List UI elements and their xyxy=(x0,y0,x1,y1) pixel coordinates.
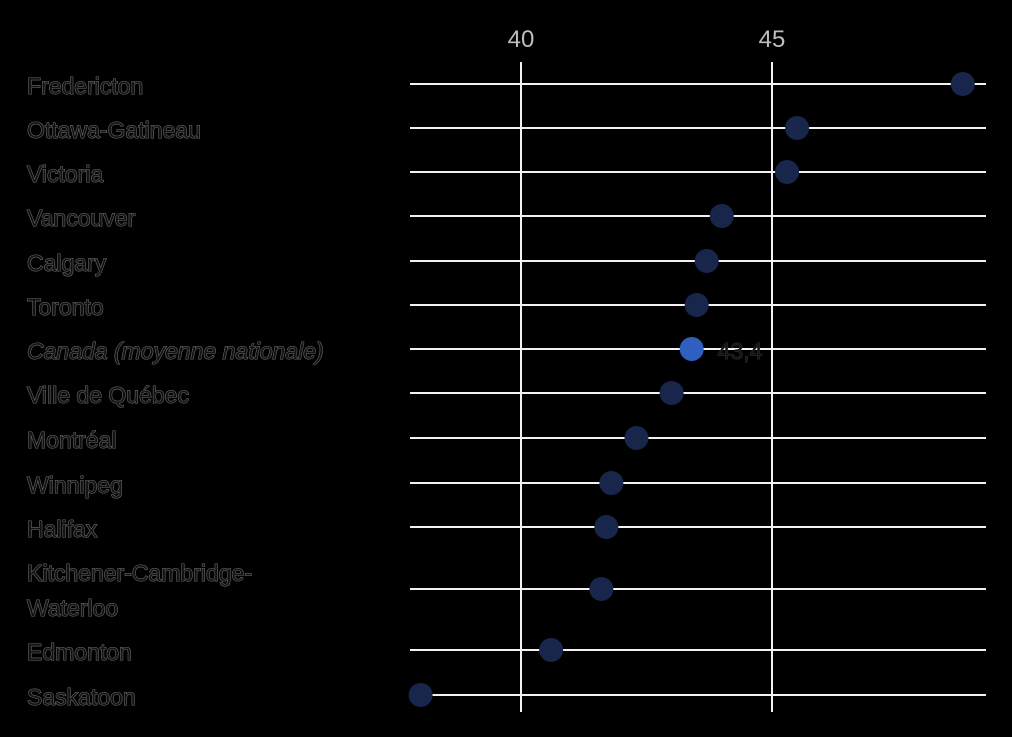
x-tick-label-40: 40 xyxy=(508,26,535,53)
category-label: Ottawa-Gatineau xyxy=(27,117,201,143)
data-point xyxy=(624,426,649,450)
category-label: Vancouver xyxy=(27,205,136,231)
category-label: Calgary xyxy=(27,250,107,276)
category-labels: Fredericton Ottawa-Gatineau Victoria Vancou… xyxy=(26,72,324,710)
data-point xyxy=(785,116,810,140)
data-label: 43,4 xyxy=(718,338,763,364)
category-label-continued: Waterloo xyxy=(27,595,118,621)
data-point xyxy=(599,471,624,495)
data-point xyxy=(709,204,734,228)
x-tick-label-45: 45 xyxy=(759,26,786,53)
data-point-highlight xyxy=(679,337,704,361)
category-label: Ville de Québec xyxy=(27,382,189,408)
category-label: Winnipeg xyxy=(27,472,123,498)
category-label: Halifax xyxy=(27,516,98,542)
category-label: Toronto xyxy=(27,294,104,320)
data-point xyxy=(775,160,800,184)
data-point xyxy=(950,72,975,96)
data-point xyxy=(659,381,684,405)
data-labels: 43,4 xyxy=(717,338,763,365)
data-point xyxy=(408,683,433,707)
data-point xyxy=(594,515,619,539)
data-point xyxy=(539,638,564,662)
category-label: Canada (moyenne nationale) xyxy=(27,338,324,364)
grid-layer xyxy=(410,62,986,712)
category-label: Victoria xyxy=(27,161,103,187)
data-point xyxy=(684,293,709,317)
category-label: Montréal xyxy=(27,427,116,453)
x-axis-ticks: 40 45 xyxy=(508,26,786,53)
category-label: Fredericton xyxy=(27,73,143,99)
category-label: Saskatoon xyxy=(27,684,136,710)
data-point xyxy=(589,577,614,601)
data-points xyxy=(408,72,975,707)
data-point xyxy=(694,249,719,273)
category-label: Edmonton xyxy=(27,639,132,665)
category-label: Kitchener-Cambridge- xyxy=(27,560,252,586)
